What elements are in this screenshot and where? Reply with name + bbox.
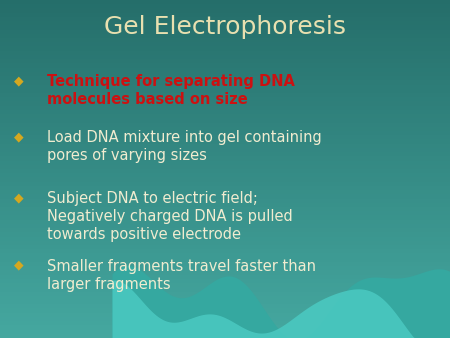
Bar	[0, 291, 450, 296]
Bar	[0, 198, 450, 203]
Bar	[0, 258, 450, 262]
Bar	[0, 177, 450, 182]
Text: Subject DNA to electric field;
Negatively charged DNA is pulled
towards positive: Subject DNA to electric field; Negativel…	[47, 191, 293, 242]
Text: ◆: ◆	[14, 259, 23, 271]
Bar	[0, 237, 450, 241]
Bar	[0, 84, 450, 89]
Bar	[0, 161, 450, 165]
Text: ◆: ◆	[14, 74, 23, 87]
Bar	[0, 64, 450, 68]
Bar	[0, 241, 450, 245]
Bar	[0, 321, 450, 325]
Bar	[0, 156, 450, 161]
Bar	[0, 270, 450, 274]
Bar	[0, 220, 450, 224]
Bar	[0, 182, 450, 186]
Bar	[0, 330, 450, 334]
Bar	[0, 131, 450, 135]
Bar	[0, 262, 450, 266]
Bar	[0, 140, 450, 144]
Bar	[0, 228, 450, 233]
Bar	[0, 169, 450, 173]
Bar	[0, 148, 450, 152]
Bar	[0, 216, 450, 220]
Bar	[0, 101, 450, 105]
Bar	[0, 30, 450, 34]
Bar	[0, 325, 450, 330]
Bar	[0, 266, 450, 270]
Bar	[0, 17, 450, 21]
Text: Technique for separating DNA
molecules based on size: Technique for separating DNA molecules b…	[47, 74, 295, 107]
Bar	[0, 304, 450, 308]
Bar	[0, 4, 450, 8]
Bar	[0, 165, 450, 169]
Bar	[0, 118, 450, 123]
Text: ◆: ◆	[14, 130, 23, 143]
Bar	[0, 203, 450, 207]
Bar	[0, 334, 450, 338]
Bar	[0, 283, 450, 287]
Bar	[0, 38, 450, 42]
Bar	[0, 89, 450, 93]
Text: ◆: ◆	[14, 191, 23, 204]
Bar	[0, 123, 450, 127]
Bar	[0, 55, 450, 59]
Bar	[0, 245, 450, 249]
Bar	[0, 80, 450, 84]
Bar	[0, 114, 450, 118]
Bar	[0, 0, 450, 4]
Bar	[0, 8, 450, 13]
Bar	[0, 296, 450, 300]
Bar	[0, 186, 450, 190]
Bar	[0, 224, 450, 228]
Bar	[0, 194, 450, 199]
Bar	[0, 93, 450, 97]
Bar	[0, 135, 450, 139]
Bar	[0, 68, 450, 72]
Bar	[0, 173, 450, 177]
Bar	[0, 249, 450, 254]
Bar	[0, 127, 450, 131]
Text: Load DNA mixture into gel containing
pores of varying sizes: Load DNA mixture into gel containing por…	[47, 130, 322, 163]
Bar	[0, 51, 450, 55]
Bar	[0, 211, 450, 216]
Bar	[0, 76, 450, 80]
Bar	[0, 152, 450, 156]
Bar	[0, 59, 450, 64]
Bar	[0, 21, 450, 25]
Polygon shape	[112, 266, 450, 338]
Bar	[0, 25, 450, 30]
Bar	[0, 233, 450, 237]
Bar	[0, 313, 450, 317]
Text: Smaller fragments travel faster than
larger fragments: Smaller fragments travel faster than lar…	[47, 259, 316, 292]
Bar	[0, 34, 450, 38]
Bar	[0, 287, 450, 291]
Bar	[0, 110, 450, 114]
Bar	[0, 97, 450, 101]
Bar	[0, 317, 450, 321]
Text: Gel Electrophoresis: Gel Electrophoresis	[104, 15, 346, 39]
Bar	[0, 274, 450, 279]
Bar	[0, 105, 450, 110]
Bar	[0, 47, 450, 51]
Bar	[0, 190, 450, 194]
Bar	[0, 72, 450, 76]
Bar	[0, 42, 450, 46]
Bar	[0, 207, 450, 211]
Bar	[0, 13, 450, 17]
Bar	[0, 309, 450, 313]
Polygon shape	[112, 281, 450, 338]
Bar	[0, 279, 450, 283]
Bar	[0, 300, 450, 304]
Bar	[0, 144, 450, 148]
Bar	[0, 254, 450, 258]
